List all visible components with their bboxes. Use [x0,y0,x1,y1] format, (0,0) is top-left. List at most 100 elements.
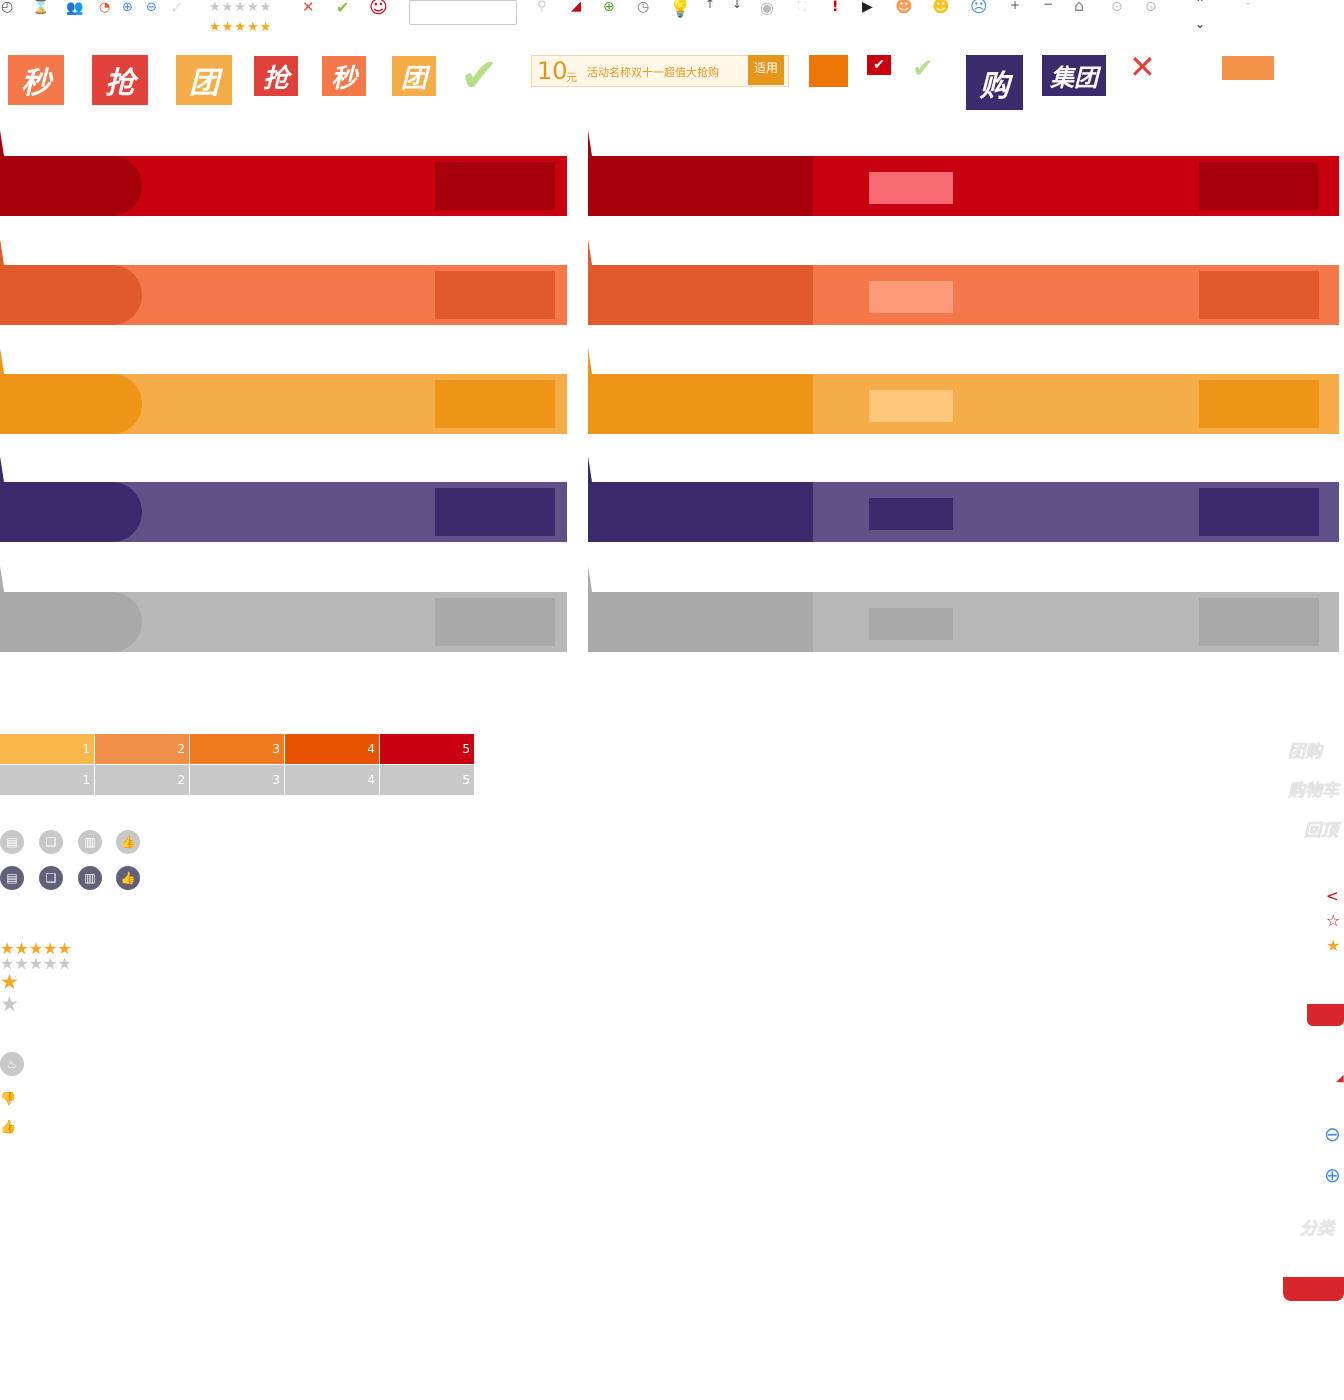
clock-icon: ◴ [1,0,14,15]
banner-box [435,380,555,428]
check-green-icon: ✔ [336,0,350,17]
tile-miao-small: 秒 [322,56,366,96]
check-big-icon: ✔ [460,48,499,102]
ghost-classify: 分类 [1300,1219,1334,1239]
star-filled-icon[interactable]: ★ [1326,936,1341,955]
star-outline-icon[interactable]: ☆ [1326,911,1341,930]
alarm-icon: ◉ [760,0,774,17]
minus-circle-icon[interactable]: ⊖ [146,0,157,15]
banner-dark [588,592,813,652]
star-orange-big-icon: ★ [0,970,19,994]
plus-circle-blue-icon[interactable]: ⊕ [1324,1163,1341,1187]
banner-right-orange [588,239,1339,325]
hourglass-icon: ⌛ [32,0,50,15]
banner-left-purple [0,456,567,542]
stars-gray-icon: ★★★★★ [209,0,273,15]
chart-gray-icon[interactable]: ▥ [78,830,102,854]
banner-box [435,271,555,319]
banner-flag [588,239,592,265]
arrow-up-icon[interactable]: ↑ [705,0,716,11]
smile-orange-icon: ☻ [895,0,913,17]
clock-small-icon: ◷ [637,0,650,15]
expand-icon[interactable]: ⛶ [798,0,807,13]
plus-icon[interactable]: + [1010,0,1021,12]
corner-mark-icon: ◢ [571,0,581,14]
banner-dark [588,265,813,325]
progress-gray-1: 1 [0,765,94,795]
progress-gray-3: 3 [190,765,284,795]
thumb-up-red-icon[interactable]: 👍 [0,1120,17,1135]
banner-box [435,162,555,210]
chevron-up-icon[interactable]: ⌃ [1195,0,1206,10]
chart-dark-icon[interactable]: ▥ [78,866,102,890]
banner-left-orange [0,239,567,325]
banner-mid [869,281,953,313]
home-icon[interactable]: ⌂ [1074,0,1085,15]
chevron-down-light-icon[interactable]: ⌄ [1243,0,1254,8]
check-circle-icon: ⊙ [1111,0,1123,15]
checkbox-checked-icon[interactable]: ✔ [867,55,891,75]
close-icon[interactable]: ✕ [302,0,315,16]
cart-big-icon[interactable] [1283,1277,1344,1301]
bookmark-icon [809,55,848,87]
ghost-tuangou: 团购 [1288,742,1322,762]
coupon[interactable]: 10 元 活动名称双十一超值大抢购 适用 [531,55,789,87]
star-gray-big-icon: ★ [0,992,19,1016]
coupon-unit: 元 [566,71,577,84]
plus-circle-icon[interactable]: ⊕ [122,0,133,15]
thumb-down-icon[interactable]: 👎 [0,1092,17,1107]
group-icon: 👥 [66,0,84,16]
badge-gou: 购 [958,55,1023,110]
up-circle-icon[interactable]: ⊙ [1145,0,1157,15]
minus-circle-blue-icon[interactable]: ⊖ [1324,1122,1341,1146]
news-dark-icon[interactable]: ▤ [0,866,24,890]
fire-icon: ♨ [0,1052,24,1076]
banner-mid [869,498,953,530]
banner-right-purple [588,456,1339,542]
smiley-icon: ☺ [369,0,388,18]
banner-pill [0,592,142,652]
tile-tuan: 团 [168,55,232,105]
check-medium-icon: ✔ [912,54,934,84]
chat-gray-icon[interactable]: ❑ [39,830,63,854]
play-icon[interactable]: ▶ [862,0,873,15]
text-input[interactable] [409,0,517,25]
banner-mid [869,172,953,204]
banner-right-gray [588,566,1339,652]
banner-flag [0,456,4,482]
banner-flag [0,130,4,156]
sad-blue-icon: ☹ [970,0,988,17]
tile-tuan-small: 团 [392,56,436,96]
banner-dark [588,374,813,434]
coupon-text: 活动名称双十一超值大抢购 [587,66,719,79]
cart-icon[interactable] [1307,1004,1344,1026]
thumb-gray-icon[interactable]: 👍 [116,830,140,854]
banner-pill [0,374,142,434]
timer-icon: ◔ [99,0,111,15]
exclamation-icon: ! [832,0,839,15]
banner-mid [869,608,953,640]
minus-icon[interactable]: − [1043,0,1054,11]
banner-flag [0,566,4,592]
tile-miao: 秒 [0,55,64,105]
progress-gray-5: 5 [380,765,474,795]
thumb-dark-icon[interactable]: 👍 [116,866,140,890]
stars-orange-icon: ★★★★★ [209,20,273,35]
banner-box [1199,380,1319,428]
share-icon[interactable]: < [1326,887,1339,905]
banner-right-red [588,130,1339,216]
banner-right-yellow [588,348,1339,434]
coupon-amount: 10 [537,57,568,85]
arrow-down-icon[interactable]: ↓ [732,0,743,11]
badge-jituan: 集团 [1042,55,1106,96]
close-big-icon[interactable]: ✕ [1129,48,1156,86]
rating-stars-orange-icon: ★★★★★ [0,939,72,958]
chat-dark-icon[interactable]: ❑ [39,866,63,890]
chevron-down-icon[interactable]: ⌄ [1195,17,1206,31]
add-green-icon[interactable]: ⊕ [603,0,615,15]
news-gray-icon[interactable]: ▤ [0,830,24,854]
progress-step-3: 3 [190,734,284,764]
tile-qiang-small: 抢 [254,56,298,96]
banner-box [1199,488,1319,536]
progress-gray-4: 4 [285,765,379,795]
